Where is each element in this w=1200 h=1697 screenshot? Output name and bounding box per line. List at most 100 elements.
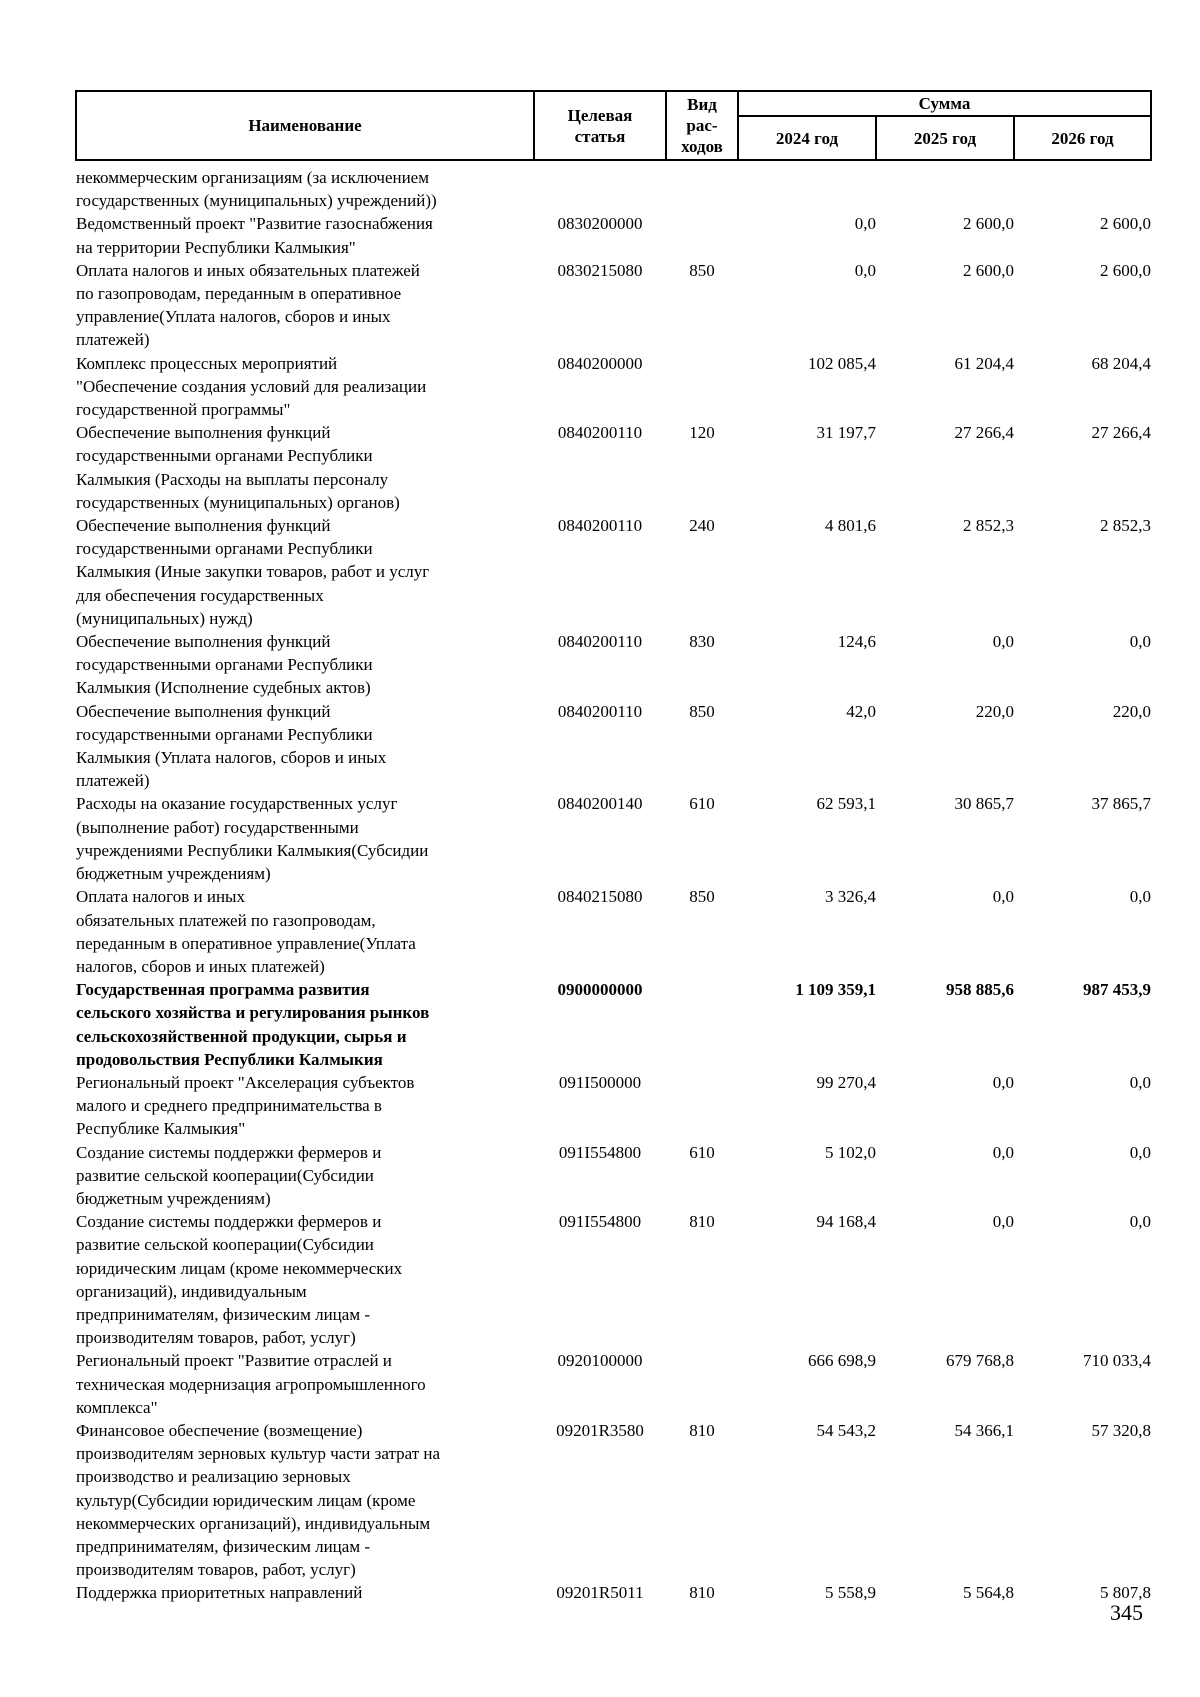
row-target-article-cell: 0840200110 <box>557 632 643 652</box>
row-target-article-cell: 091I554800 <box>558 1142 642 1162</box>
row-2026-cell: 27 266,4 <box>1091 423 1152 443</box>
row-name-cell: некоммерческим организациям (за исключен… <box>76 168 437 211</box>
row-expense-type-cell: 850 <box>689 887 715 907</box>
header-year-2026: 2026 год <box>1012 115 1153 161</box>
row-target-article-cell: 09201R3580 <box>556 1420 644 1440</box>
row-name-cell: Комплекс процессных мероприятий "Обеспеч… <box>76 353 427 420</box>
row-2026-cell: 987 453,9 <box>1083 980 1152 1000</box>
row-target-article-cell: 091I500000 <box>558 1072 642 1092</box>
row-2025-cell: 30 865,7 <box>954 794 1015 814</box>
row-2024-cell: 124,6 <box>837 632 876 652</box>
table-row: Поддержка приоритетных направлений 09201… <box>76 1581 1151 1604</box>
row-2026-cell: 220,0 <box>1112 701 1152 721</box>
row-2026-cell: 5 807,8 <box>1100 1583 1152 1603</box>
row-2026-cell: 0,0 <box>1129 887 1152 907</box>
table-row: Ведомственный проект "Развитие газоснабж… <box>76 212 1151 258</box>
row-target-article-cell: 0900000000 <box>557 980 643 1000</box>
row-name-cell: Государственная программа развития сельс… <box>76 980 430 1069</box>
table-header: Наименование Целевая статья Вид рас- ход… <box>75 90 1153 161</box>
row-target-article-cell: 0840200110 <box>557 701 643 721</box>
header-sum: Сумма <box>736 90 1153 117</box>
row-name-cell: Оплата налогов и иных обязательных плате… <box>76 260 420 350</box>
row-expense-type-cell: 240 <box>689 516 715 536</box>
row-name-cell: Создание системы поддержки фермеров и ра… <box>76 1212 403 1348</box>
budget-table: Наименование Целевая статья Вид рас- ход… <box>75 90 1153 1605</box>
row-2025-cell <box>876 160 1014 212</box>
table-row: Обеспечение выполнения функций государст… <box>76 700 1151 793</box>
row-name-cell: Обеспечение выполнения функций государст… <box>76 701 387 791</box>
row-name-cell: Региональный проект "Развитие отраслей и… <box>76 1351 426 1417</box>
row-2025-cell: 0,0 <box>992 1212 1014 1232</box>
row-2025-cell: 679 768,8 <box>946 1351 1014 1371</box>
row-2026-cell: 0,0 <box>1129 1072 1152 1092</box>
table-row: Обеспечение выполнения функций государст… <box>76 514 1151 630</box>
table-row: Создание системы поддержки фермеров и ра… <box>76 1141 1151 1211</box>
row-expense-type-cell <box>666 352 738 422</box>
row-2024-cell: 94 168,4 <box>816 1212 877 1232</box>
row-2024-cell: 5 558,9 <box>825 1583 876 1603</box>
row-target-article-cell <box>534 160 666 212</box>
row-expense-type-cell: 610 <box>689 794 715 814</box>
row-2024-cell: 0,0 <box>854 260 876 280</box>
row-2025-cell: 5 564,8 <box>963 1583 1014 1603</box>
row-2026-cell: 0,0 <box>1129 1212 1152 1232</box>
row-target-article-cell: 0840200110 <box>557 423 643 443</box>
row-target-article-cell: 0840200110 <box>557 516 643 536</box>
row-2025-cell: 2 600,0 <box>963 260 1014 280</box>
row-2025-cell: 2 600,0 <box>963 214 1014 234</box>
row-name-cell: Обеспечение выполнения функций государст… <box>76 632 373 698</box>
header-expense-type: Вид рас- ходов <box>665 90 739 161</box>
table-row: Региональный проект "Акселерация субъект… <box>76 1071 1151 1141</box>
row-expense-type-cell <box>666 160 738 212</box>
page-number: 345 <box>1110 1600 1143 1625</box>
row-target-article-cell: 0920100000 <box>557 1351 643 1371</box>
row-expense-type-cell: 810 <box>689 1583 715 1603</box>
row-expense-type-cell: 850 <box>689 260 715 280</box>
row-2026-cell: 2 600,0 <box>1100 214 1152 234</box>
row-2025-cell: 0,0 <box>992 1142 1014 1162</box>
row-2026-cell: 0,0 <box>1129 1142 1152 1162</box>
row-expense-type-cell: 120 <box>689 423 715 443</box>
table-row: Государственная программа развития сельс… <box>76 978 1151 1071</box>
row-2024-cell: 4 801,6 <box>825 516 876 536</box>
table-row: Комплекс процессных мероприятий "Обеспеч… <box>76 352 1151 422</box>
row-name-cell: Расходы на оказание государственных услу… <box>76 794 429 884</box>
header-year-2025: 2025 год <box>875 115 1015 161</box>
row-2025-cell: 61 204,4 <box>954 353 1015 373</box>
row-2025-cell: 220,0 <box>975 701 1014 721</box>
table-row: Оплата налогов и иных обязательных плате… <box>76 885 1151 978</box>
table-row: Финансовое обеспечение (возмещение) прои… <box>76 1419 1151 1581</box>
row-2025-cell: 0,0 <box>992 887 1014 907</box>
row-target-article-cell: 0840215080 <box>557 887 643 907</box>
row-2026-cell: 37 865,7 <box>1091 794 1152 814</box>
header-target-article: Целевая статья <box>533 90 667 161</box>
row-2026-cell: 710 033,4 <box>1083 1351 1152 1371</box>
row-expense-type-cell: 830 <box>689 632 715 652</box>
row-2024-cell: 0,0 <box>854 214 876 234</box>
row-2026-cell: 57 320,8 <box>1091 1420 1152 1440</box>
table-row: Оплата налогов и иных обязательных плате… <box>76 259 1151 352</box>
row-2024-cell: 5 102,0 <box>825 1142 876 1162</box>
row-expense-type-cell: 850 <box>689 701 715 721</box>
row-2024-cell: 54 543,2 <box>816 1420 877 1440</box>
header-year-2024: 2024 год <box>737 115 877 161</box>
table-row: Создание системы поддержки фермеров и ра… <box>76 1210 1151 1349</box>
row-target-article-cell: 09201R5011 <box>556 1583 644 1603</box>
row-2024-cell: 99 270,4 <box>816 1072 877 1092</box>
row-2024-cell: 31 197,7 <box>816 423 877 443</box>
row-expense-type-cell: 610 <box>689 1142 715 1162</box>
table-body: некоммерческим организациям (за исключен… <box>76 160 1151 1605</box>
row-target-article-cell: 0840200000 <box>557 353 643 373</box>
row-target-article-cell: 0840200140 <box>557 794 643 814</box>
row-2026-cell: 2 600,0 <box>1100 260 1152 280</box>
row-target-article-cell: 0830215080 <box>557 260 643 280</box>
row-2024-cell: 3 326,4 <box>825 887 876 907</box>
row-2026-cell: 2 852,3 <box>1100 516 1152 536</box>
row-expense-type-cell: 810 <box>689 1420 715 1440</box>
row-2024-cell: 1 109 359,1 <box>795 980 876 1000</box>
table-row: Региональный проект "Развитие отраслей и… <box>76 1349 1151 1419</box>
row-target-article-cell: 0830200000 <box>557 214 643 234</box>
row-2026-cell: 0,0 <box>1129 632 1152 652</box>
row-2026-cell: 68 204,4 <box>1091 353 1152 373</box>
row-name-cell: Финансовое обеспечение (возмещение) прои… <box>76 1420 441 1580</box>
